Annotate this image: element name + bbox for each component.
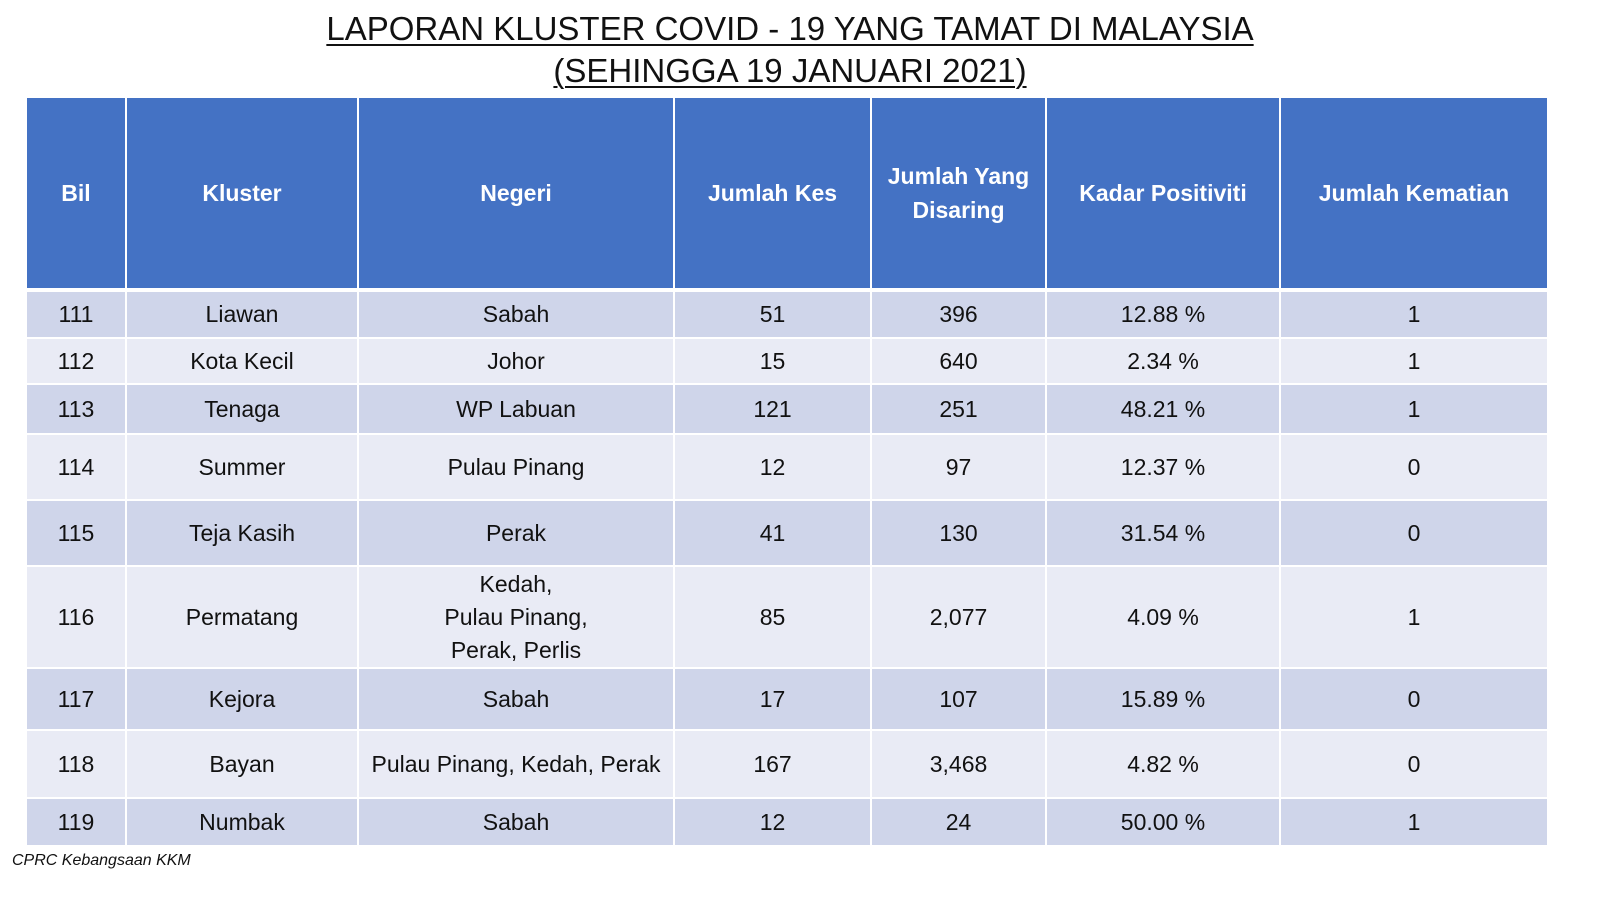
cell-bil: 118 [25,729,127,799]
cell-kluster: Permatang [125,565,359,669]
cell-kluster: Summer [125,433,359,501]
cluster-table: Bil Kluster Negeri Jumlah Kes Jumlah Yan… [25,96,1549,847]
header-kadar-positiviti: Kadar Positiviti [1045,96,1281,291]
cell-kadar-positiviti: 50.00 % [1045,797,1281,847]
cell-jumlah-kes: 51 [673,289,872,339]
cell-kadar-positiviti: 31.54 % [1045,499,1281,567]
cell-jumlah-kes: 12 [673,433,872,501]
cell-jumlah-disaring: 97 [870,433,1047,501]
cell-kadar-positiviti: 4.82 % [1045,729,1281,799]
cell-jumlah-kematian: 0 [1279,729,1549,799]
header-negeri: Negeri [357,96,675,291]
cell-kadar-positiviti: 15.89 % [1045,667,1281,731]
title-line-1: LAPORAN KLUSTER COVID - 19 YANG TAMAT DI… [326,10,1254,47]
cell-jumlah-kes: 85 [673,565,872,669]
cell-bil: 111 [25,289,127,339]
title-line-2: (SEHINGGA 19 JANUARI 2021) [553,52,1027,89]
cell-kluster: Tenaga [125,383,359,435]
cell-bil: 113 [25,383,127,435]
cell-jumlah-disaring: 2,077 [870,565,1047,669]
cluster-table-container: Bil Kluster Negeri Jumlah Kes Jumlah Yan… [25,96,1549,847]
cell-kadar-positiviti: 12.88 % [1045,289,1281,339]
cell-kadar-positiviti: 12.37 % [1045,433,1281,501]
cell-negeri: Pulau Pinang [357,433,675,501]
cell-kluster: Liawan [125,289,359,339]
cell-jumlah-kematian: 1 [1279,337,1549,385]
cell-negeri: Sabah [357,289,675,339]
header-jumlah-kematian: Jumlah Kematian [1279,96,1549,291]
cell-bil: 117 [25,667,127,731]
header-jumlah-kes: Jumlah Kes [673,96,872,291]
cell-jumlah-disaring: 396 [870,289,1047,339]
cell-jumlah-kes: 41 [673,499,872,567]
cell-jumlah-kematian: 0 [1279,433,1549,501]
cell-jumlah-disaring: 24 [870,797,1047,847]
cell-jumlah-disaring: 640 [870,337,1047,385]
cell-negeri: Pulau Pinang, Kedah, Perak [357,729,675,799]
table-row: 116 Permatang Kedah, Pulau Pinang, Perak… [25,565,1549,669]
cell-kluster: Kota Kecil [125,337,359,385]
table-row: 114 Summer Pulau Pinang 12 97 12.37 % 0 [25,433,1549,501]
cell-negeri: Johor [357,337,675,385]
cell-bil: 114 [25,433,127,501]
table-header-row: Bil Kluster Negeri Jumlah Kes Jumlah Yan… [25,96,1549,291]
table-row: 113 Tenaga WP Labuan 121 251 48.21 % 1 [25,383,1549,435]
cell-kluster: Bayan [125,729,359,799]
cell-kadar-positiviti: 48.21 % [1045,383,1281,435]
table-row: 117 Kejora Sabah 17 107 15.89 % 0 [25,667,1549,731]
table-row: 119 Numbak Sabah 12 24 50.00 % 1 [25,797,1549,847]
cell-bil: 115 [25,499,127,567]
cell-jumlah-disaring: 251 [870,383,1047,435]
cell-kluster: Numbak [125,797,359,847]
cell-jumlah-disaring: 107 [870,667,1047,731]
cell-kadar-positiviti: 2.34 % [1045,337,1281,385]
cell-jumlah-kematian: 1 [1279,565,1549,669]
cell-kadar-positiviti: 4.09 % [1045,565,1281,669]
table-row: 118 Bayan Pulau Pinang, Kedah, Perak 167… [25,729,1549,799]
cell-kluster: Kejora [125,667,359,731]
source-note: CPRC Kebangsaan KKM [12,852,191,869]
cell-jumlah-kes: 15 [673,337,872,385]
cell-jumlah-disaring: 3,468 [870,729,1047,799]
cell-jumlah-kematian: 1 [1279,383,1549,435]
table-row: 112 Kota Kecil Johor 15 640 2.34 % 1 [25,337,1549,385]
cell-jumlah-kematian: 1 [1279,289,1549,339]
cell-jumlah-kes: 121 [673,383,872,435]
cell-negeri: Perak [357,499,675,567]
table-row: 111 Liawan Sabah 51 396 12.88 % 1 [25,289,1549,339]
cell-jumlah-kematian: 0 [1279,667,1549,731]
cell-bil: 116 [25,565,127,669]
cell-jumlah-disaring: 130 [870,499,1047,567]
report-title: LAPORAN KLUSTER COVID - 19 YANG TAMAT DI… [0,8,1580,92]
cell-negeri: Sabah [357,797,675,847]
cell-jumlah-kematian: 0 [1279,499,1549,567]
cell-negeri: WP Labuan [357,383,675,435]
cell-bil: 112 [25,337,127,385]
cell-bil: 119 [25,797,127,847]
cell-jumlah-kematian: 1 [1279,797,1549,847]
table-row: 115 Teja Kasih Perak 41 130 31.54 % 0 [25,499,1549,567]
cell-negeri: Kedah, Pulau Pinang, Perak, Perlis [357,565,675,669]
header-jumlah-disaring: Jumlah Yang Disaring [870,96,1047,291]
cell-jumlah-kes: 17 [673,667,872,731]
cell-jumlah-kes: 12 [673,797,872,847]
cell-kluster: Teja Kasih [125,499,359,567]
cell-negeri: Sabah [357,667,675,731]
header-kluster: Kluster [125,96,359,291]
header-bil: Bil [25,96,127,291]
cell-jumlah-kes: 167 [673,729,872,799]
